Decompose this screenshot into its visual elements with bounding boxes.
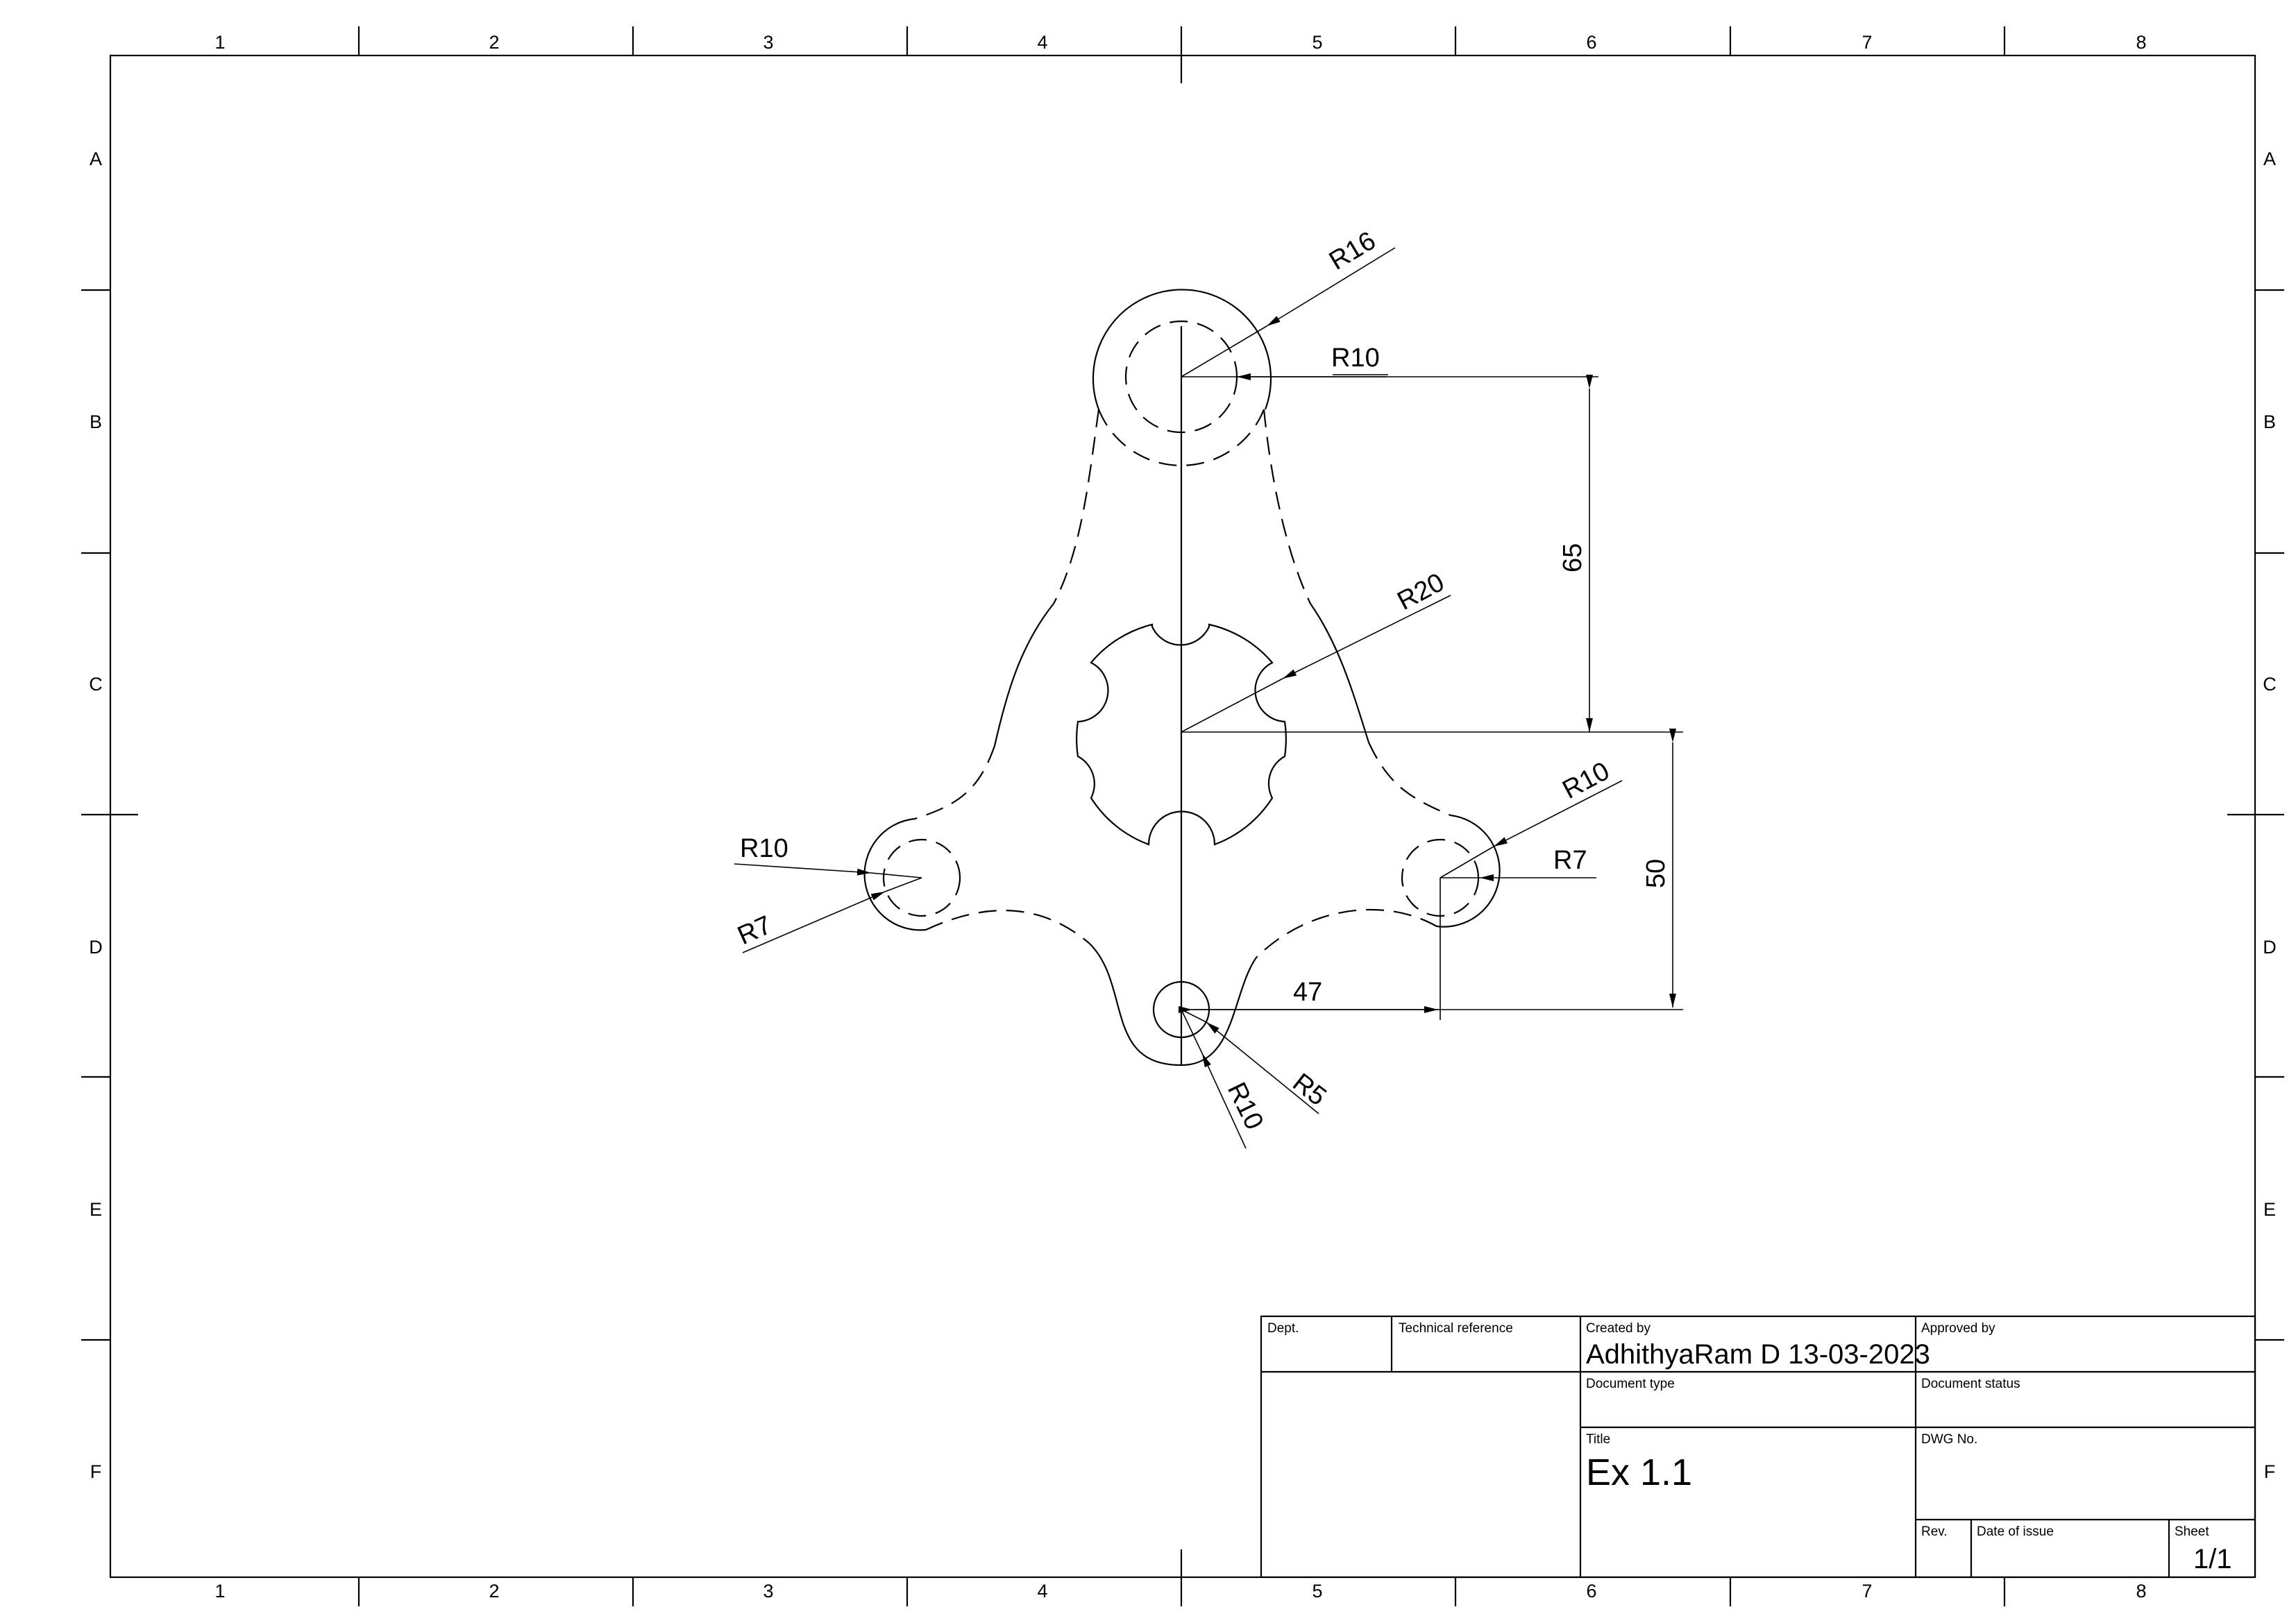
r20-label: R20 [1393, 568, 1449, 616]
col-label: 7 [1862, 1581, 1872, 1601]
title-block: Dept. Technical reference Created by Adh… [1260, 1315, 2256, 1579]
col-label: 2 [489, 32, 499, 53]
left-lower-flank [914, 745, 996, 820]
created-by-label: Created by [1586, 1321, 1651, 1336]
r10-left-leader [734, 863, 872, 876]
col-label: 5 [1312, 32, 1322, 53]
r7-left-label: R7 [734, 910, 776, 951]
frame-ticks [81, 26, 2284, 1606]
left-lobe-outer-arc [863, 817, 927, 931]
dim-65-label: 65 [1558, 543, 1587, 572]
dim-50-label: 50 [1641, 859, 1671, 888]
col-label: 1 [214, 1581, 225, 1601]
row-label: A [2263, 148, 2276, 169]
left-upper-flank-solid [993, 603, 1054, 747]
row-labels-right: A B C D E F [2263, 148, 2277, 1482]
title-label: Title [1586, 1432, 1610, 1447]
row-labels-left: A B C D E F [89, 148, 103, 1482]
row-label: A [90, 148, 102, 169]
rev-label: Rev. [1921, 1524, 1948, 1539]
center-hub-outline [1076, 623, 1287, 846]
r10-bottom-label: R10 [1222, 1078, 1269, 1135]
r10-right-leader [1493, 780, 1623, 847]
r7-right-label: R7 [1553, 846, 1587, 875]
column-labels-top: 1 2 3 4 5 6 7 8 [214, 32, 2146, 53]
row-label: B [2263, 411, 2276, 432]
col-label: 4 [1037, 32, 1047, 53]
approved-by-label: Approved by [1921, 1321, 1995, 1336]
r5-leader [1206, 1021, 1319, 1114]
col-label: 3 [763, 32, 773, 53]
col-label: 4 [1037, 1581, 1047, 1601]
row-label: B [90, 411, 102, 432]
left-lobe-dashed-circle [882, 838, 961, 917]
dim-47-label: 47 [1293, 978, 1322, 1007]
row-label: C [89, 674, 103, 695]
r10-right-label: R10 [1558, 756, 1614, 805]
top-boss-outer-arc [1092, 289, 1272, 410]
title-value: Ex 1.1 [1586, 1452, 1692, 1493]
row-label: D [2263, 937, 2277, 958]
dimensions: R16 R10 65 R20 50 R10 R7 R10 R7 [734, 226, 1683, 1149]
created-by-value: AdhithyaRam D 13-03-2023 [1586, 1339, 1930, 1370]
col-label: 1 [214, 32, 225, 53]
col-label: 6 [1586, 32, 1596, 53]
col-label: 7 [1862, 32, 1872, 53]
row-label: C [2263, 674, 2277, 695]
right-lower-flank [1368, 742, 1451, 817]
col-label: 3 [763, 1581, 773, 1601]
left-lobe-to-bottom-arc [925, 910, 1090, 944]
r5-label: R5 [1287, 1068, 1331, 1112]
column-labels-bottom: 1 2 3 4 5 6 7 8 [214, 1581, 2146, 1601]
dwg-no-label: DWG No. [1921, 1432, 1977, 1447]
row-label: E [90, 1199, 102, 1220]
right-bottom-neck [1181, 957, 1257, 1067]
date-of-issue-label: Date of issue [1977, 1524, 2054, 1539]
col-label: 2 [489, 1581, 499, 1601]
row-label: E [2263, 1199, 2276, 1220]
col-label: 8 [2136, 32, 2146, 53]
title-block-frame [1260, 1315, 2256, 1579]
left-bottom-neck [1089, 943, 1182, 1067]
right-upper-flank [1263, 409, 1311, 604]
row-label: D [89, 937, 103, 958]
right-lobe-to-bottom-arc [1256, 909, 1437, 958]
row-label: F [2264, 1461, 2276, 1482]
part-geometry [863, 289, 1501, 1067]
left-upper-flank [1053, 409, 1100, 604]
sheet-value: 1/1 [2193, 1544, 2232, 1574]
right-lobe-outer-arc [1436, 814, 1501, 928]
dept-label: Dept. [1267, 1321, 1299, 1336]
r10-top-label: R10 [1331, 343, 1380, 373]
drawing-frame [109, 54, 2256, 1579]
row-label: F [90, 1461, 102, 1482]
right-upper-flank-solid [1310, 603, 1370, 743]
top-boss-dashed-outline [1097, 409, 1265, 466]
technical-reference-label: Technical reference [1399, 1321, 1513, 1336]
col-label: 8 [2136, 1581, 2146, 1601]
r16-label: R16 [1324, 226, 1381, 276]
r7-left-leader [742, 891, 886, 953]
r10-bottom-leader [1201, 1053, 1247, 1149]
col-label: 6 [1586, 1581, 1596, 1601]
r16-leader [1266, 247, 1396, 327]
document-status-label: Document status [1921, 1377, 2020, 1391]
r10-left-label: R10 [740, 834, 788, 863]
sheet-label: Sheet [2175, 1524, 2209, 1539]
r20-leader [1282, 595, 1451, 679]
document-type-label: Document type [1586, 1377, 1675, 1391]
col-label: 5 [1312, 1581, 1322, 1601]
